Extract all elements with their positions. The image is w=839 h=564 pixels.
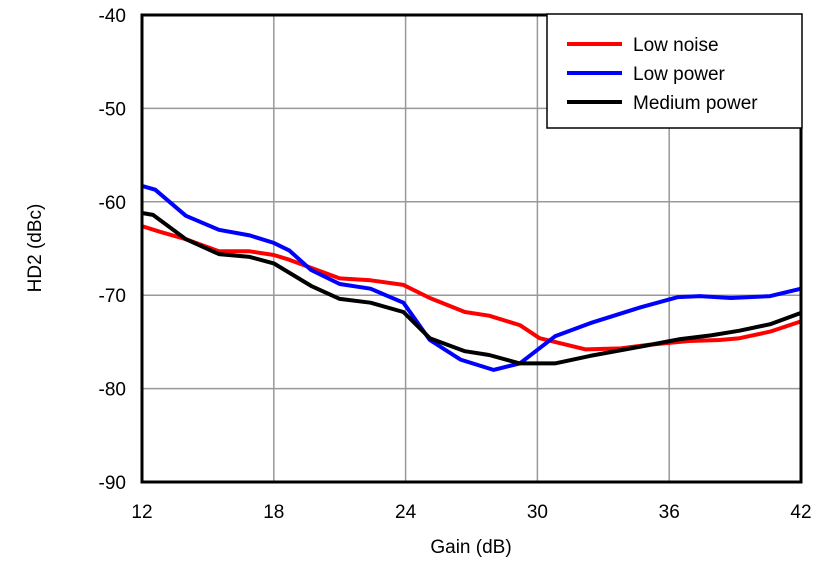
x-tick-label: 24: [395, 502, 417, 523]
x-tick-label: 36: [659, 502, 680, 523]
y-tick-label: -70: [99, 286, 126, 307]
legend: Low noise Low power Medium power: [546, 13, 803, 129]
x-tick-label: 42: [790, 502, 811, 523]
y-tick-label: -40: [99, 6, 126, 27]
x-tick-label: 12: [131, 502, 152, 523]
y-tick-label: -80: [99, 380, 126, 401]
legend-label: Medium power: [633, 93, 758, 114]
y-tick-label: -90: [99, 473, 126, 494]
y-tick-label: -50: [99, 99, 126, 120]
x-axis-label: Gain (dB): [430, 537, 511, 558]
x-tick-label: 30: [527, 502, 548, 523]
series-lines: [141, 183, 802, 372]
x-tick-labels: 12 18 24 30 36 42: [131, 502, 811, 523]
y-axis-label: HD2 (dBc): [25, 204, 46, 293]
y-tick-labels: -90 -80 -70 -60 -50 -40: [99, 6, 126, 494]
series-line-low-noise: [141, 224, 802, 352]
legend-label: Low power: [633, 64, 726, 85]
y-tick-label: -60: [99, 193, 126, 214]
legend-label: Low noise: [633, 35, 719, 56]
plot-frame: [140, 13, 803, 484]
x-tick-label: 18: [263, 502, 284, 523]
series-line-medium-power: [141, 211, 802, 366]
